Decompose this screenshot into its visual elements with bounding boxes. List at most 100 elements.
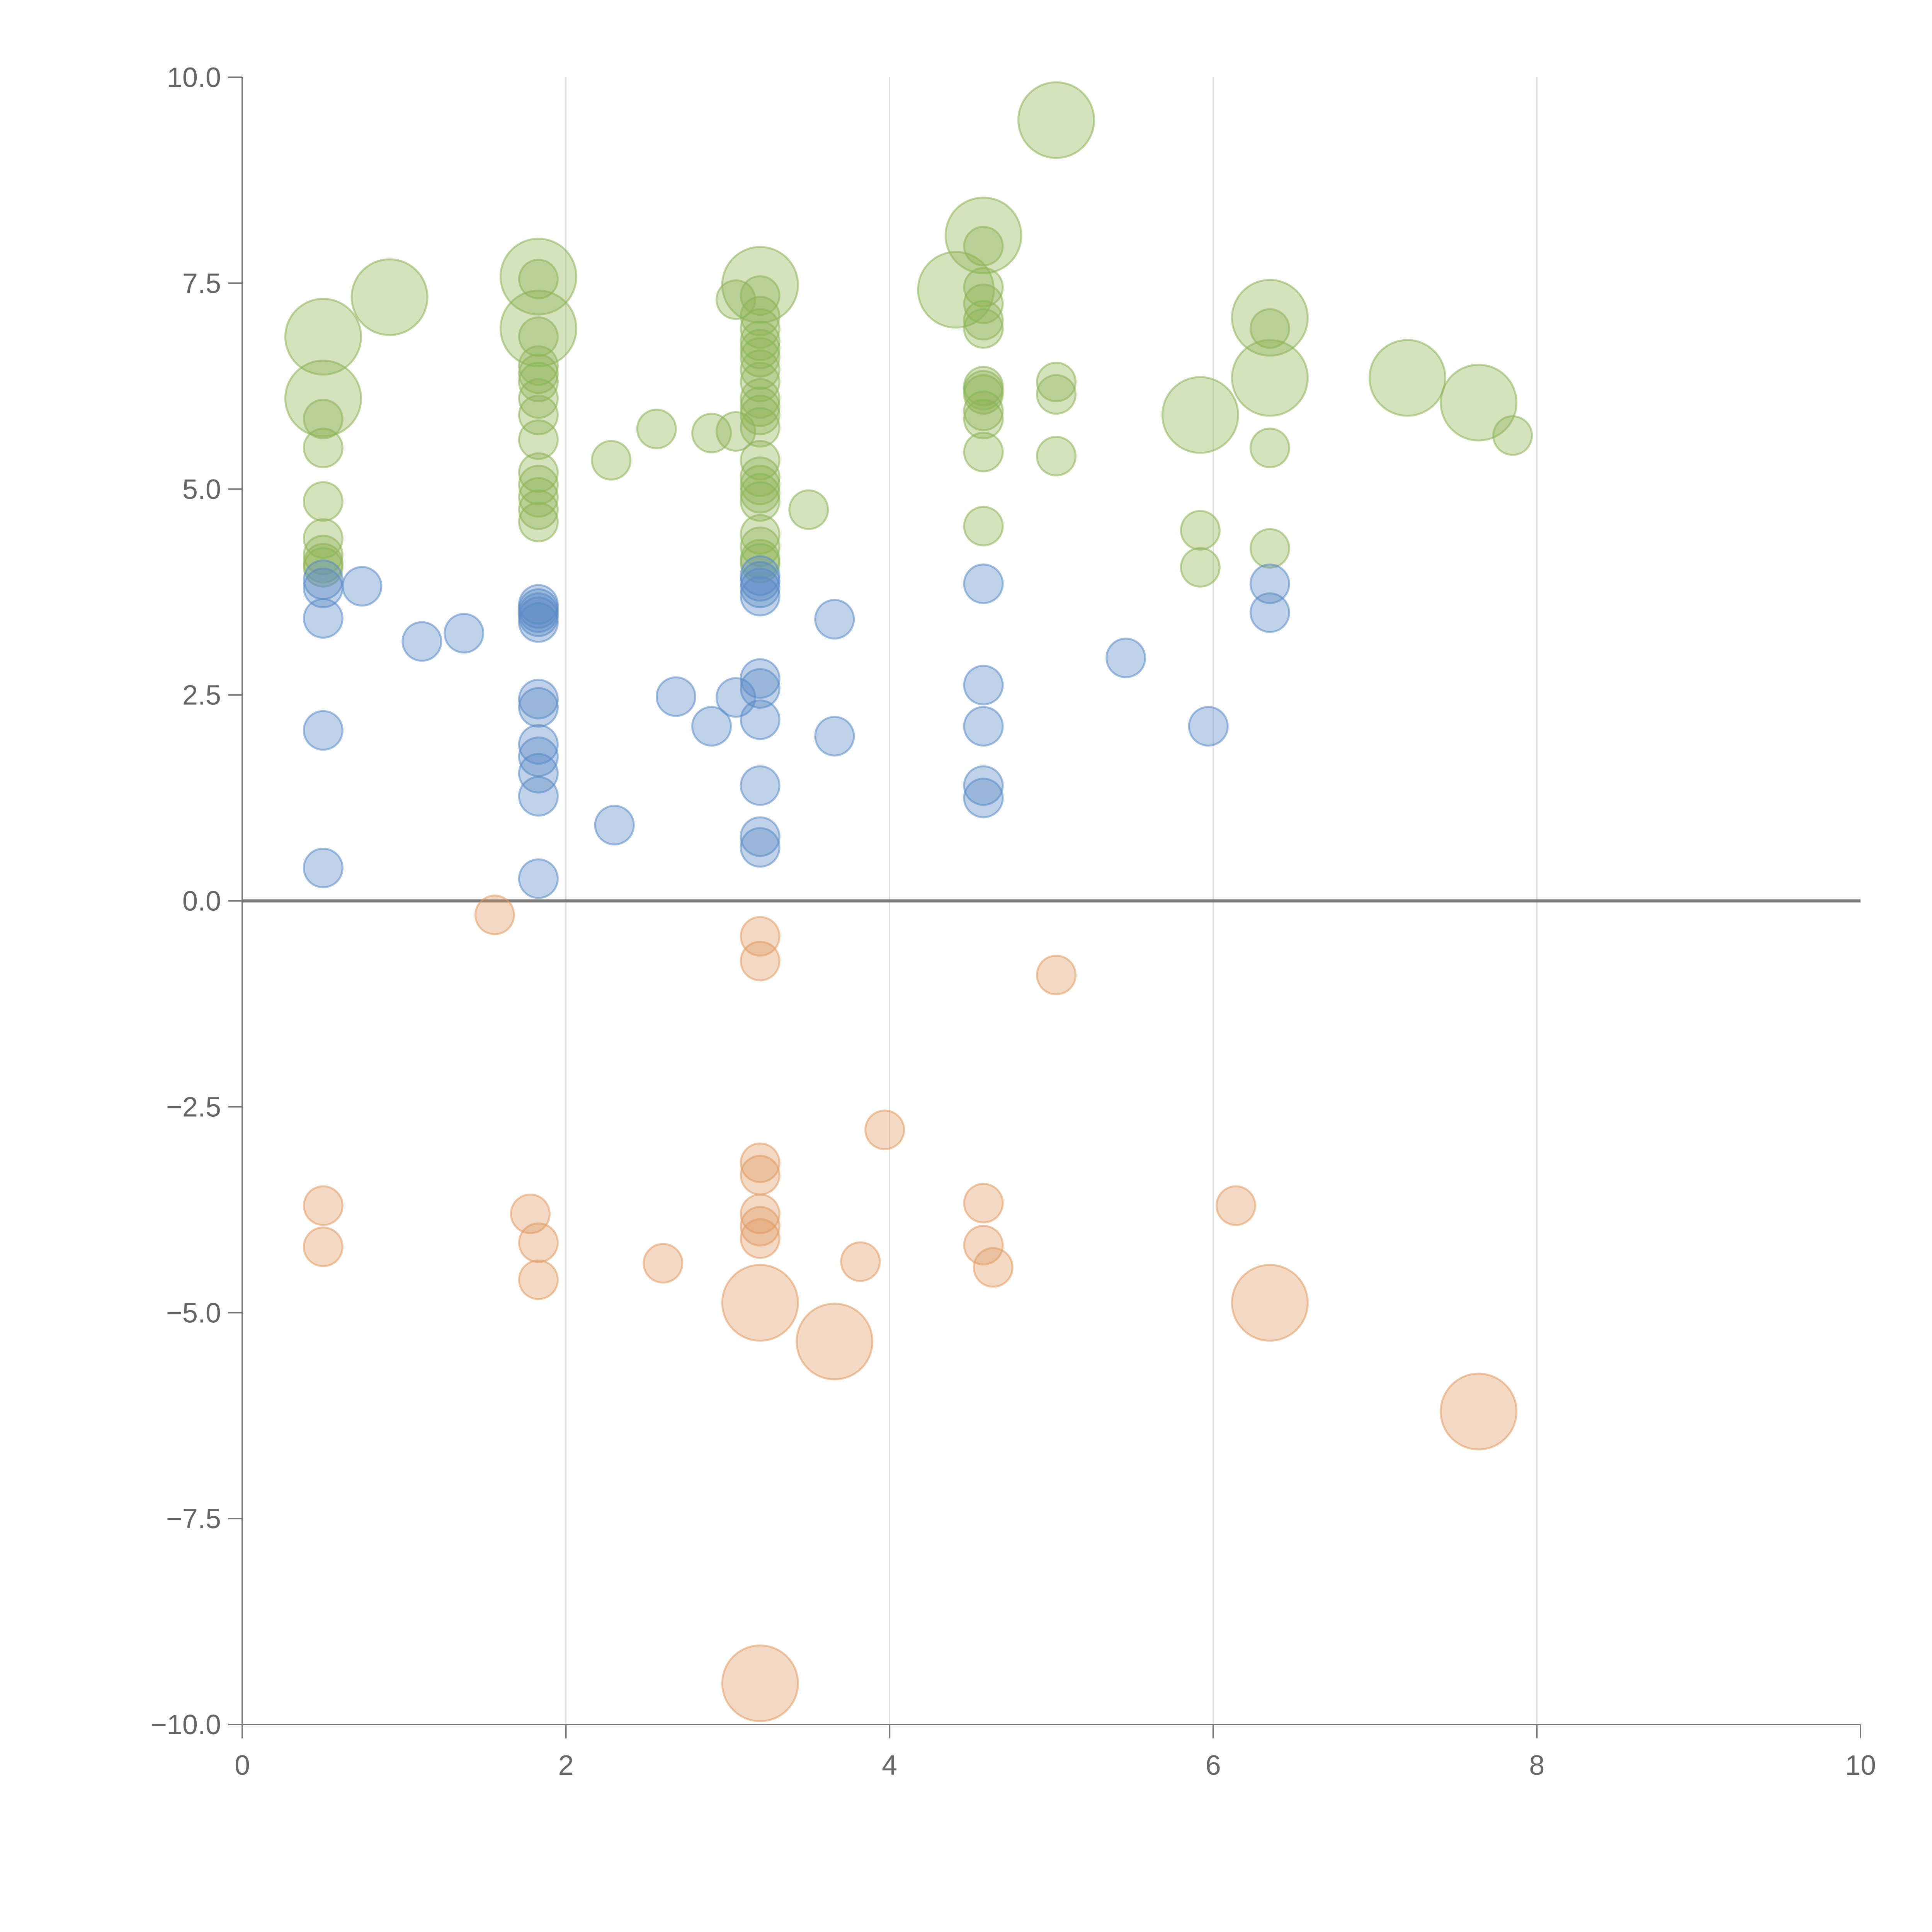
bubble-point-orange[interactable] — [740, 1206, 781, 1247]
bubble-point-blue[interactable] — [518, 687, 559, 728]
bubble-point-green[interactable] — [740, 308, 781, 349]
bubble-point-blue[interactable] — [1249, 592, 1290, 633]
bubble-point-blue[interactable] — [342, 566, 383, 607]
bubble-point-green[interactable] — [740, 395, 781, 435]
bubble-point-green[interactable] — [740, 378, 781, 419]
bubble-point-green[interactable] — [1161, 376, 1239, 454]
bubble-point-green[interactable] — [1036, 374, 1077, 415]
bubble-point-blue[interactable] — [740, 568, 781, 609]
bubble-point-green[interactable] — [1440, 364, 1518, 442]
bubble-point-green[interactable] — [963, 374, 1004, 415]
bubble-point-blue[interactable] — [303, 847, 344, 888]
bubble-point-green[interactable] — [518, 502, 559, 543]
bubble-point-blue[interactable] — [691, 706, 732, 747]
bubble-point-blue[interactable] — [518, 753, 559, 794]
bubble-point-green[interactable] — [518, 353, 559, 394]
bubble-point-green[interactable] — [1249, 528, 1290, 569]
bubble-point-blue[interactable] — [401, 621, 442, 662]
bubble-point-green[interactable] — [740, 362, 781, 403]
bubble-point-orange[interactable] — [303, 1185, 344, 1226]
bubble-point-blue[interactable] — [814, 599, 855, 640]
bubble-point-orange[interactable] — [721, 1264, 799, 1342]
bubble-point-blue[interactable] — [963, 563, 1004, 604]
bubble-point-green[interactable] — [1036, 435, 1077, 476]
bubble-point-green[interactable] — [740, 337, 781, 378]
bubble-point-orange[interactable] — [796, 1303, 874, 1381]
bubble-point-blue[interactable] — [444, 613, 485, 654]
bubble-point-green[interactable] — [963, 267, 1004, 308]
bubble-point-green[interactable] — [1180, 510, 1221, 551]
bubble-point-orange[interactable] — [1440, 1372, 1518, 1451]
bubble-point-green[interactable] — [518, 489, 559, 530]
bubble-point-orange[interactable] — [740, 940, 781, 981]
bubble-point-green[interactable] — [518, 259, 559, 299]
bubble-point-green[interactable] — [303, 399, 344, 440]
bubble-point-green[interactable] — [591, 440, 632, 481]
bubble-point-blue[interactable] — [1249, 563, 1290, 604]
bubble-point-green[interactable] — [636, 408, 677, 449]
bubble-point-orange[interactable] — [1036, 954, 1077, 995]
bubble-point-green[interactable] — [1249, 308, 1290, 349]
bubble-point-orange[interactable] — [643, 1243, 684, 1284]
bubble-point-green[interactable] — [1231, 339, 1309, 417]
bubble-point-orange[interactable] — [740, 1218, 781, 1259]
bubble-point-blue[interactable] — [518, 724, 559, 765]
bubble-point-green[interactable] — [963, 506, 1004, 547]
bubble-point-green[interactable] — [721, 246, 799, 324]
bubble-point-green[interactable] — [1180, 547, 1221, 588]
bubble-point-orange[interactable] — [840, 1241, 881, 1282]
bubble-point-orange[interactable] — [740, 1142, 781, 1183]
bubble-point-green[interactable] — [963, 399, 1004, 440]
bubble-point-blue[interactable] — [963, 665, 1004, 706]
bubble-point-blue[interactable] — [740, 699, 781, 740]
bubble-point-green[interactable] — [740, 386, 781, 427]
bubble-point-orange[interactable] — [474, 895, 515, 935]
bubble-point-green[interactable] — [1492, 415, 1533, 456]
bubble-point-blue[interactable] — [814, 716, 855, 757]
bubble-point-blue[interactable] — [963, 765, 1004, 806]
bubble-point-blue[interactable] — [740, 658, 781, 699]
bubble-point-green[interactable] — [740, 349, 781, 390]
bubble-point-green[interactable] — [740, 464, 781, 505]
bubble-point-green[interactable] — [303, 518, 344, 559]
bubble-point-blue[interactable] — [740, 668, 781, 709]
bubble-point-green[interactable] — [740, 275, 781, 316]
bubble-point-green[interactable] — [499, 289, 577, 367]
bubble-point-green[interactable] — [1368, 339, 1446, 417]
bubble-point-blue[interactable] — [303, 710, 344, 751]
bubble-point-green[interactable] — [963, 283, 1004, 324]
bubble-point-blue[interactable] — [655, 676, 696, 717]
bubble-point-blue[interactable] — [1105, 638, 1146, 679]
bubble-point-blue[interactable] — [740, 827, 781, 868]
bubble-point-orange[interactable] — [518, 1259, 559, 1300]
bubble-point-green[interactable] — [740, 440, 781, 481]
bubble-point-green[interactable] — [518, 452, 559, 493]
bubble-point-green[interactable] — [740, 526, 781, 567]
bubble-point-green[interactable] — [518, 477, 559, 518]
bubble-point-green[interactable] — [740, 296, 781, 337]
bubble-point-blue[interactable] — [518, 776, 559, 817]
bubble-point-orange[interactable] — [721, 1644, 799, 1722]
bubble-point-green[interactable] — [963, 432, 1004, 473]
bubble-point-orange[interactable] — [963, 1183, 1004, 1224]
bubble-point-green[interactable] — [303, 547, 344, 588]
bubble-point-blue[interactable] — [963, 706, 1004, 747]
bubble-point-blue[interactable] — [303, 598, 344, 639]
bubble-point-green[interactable] — [518, 316, 559, 357]
bubble-point-green[interactable] — [740, 328, 781, 369]
bubble-point-green[interactable] — [303, 534, 344, 575]
bubble-point-green[interactable] — [740, 407, 781, 448]
bubble-point-green[interactable] — [518, 419, 559, 460]
bubble-point-blue[interactable] — [594, 804, 635, 845]
bubble-point-blue[interactable] — [963, 777, 1004, 818]
bubble-point-green[interactable] — [518, 464, 559, 505]
bubble-point-green[interactable] — [518, 378, 559, 419]
bubble-point-orange[interactable] — [518, 1222, 559, 1263]
bubble-point-orange[interactable] — [740, 1193, 781, 1234]
bubble-point-green[interactable] — [963, 308, 1004, 349]
bubble-point-green[interactable] — [518, 395, 559, 435]
bubble-point-orange[interactable] — [1215, 1185, 1256, 1226]
bubble-point-blue[interactable] — [740, 816, 781, 857]
bubble-point-green[interactable] — [1249, 427, 1290, 468]
bubble-point-green[interactable] — [303, 481, 344, 522]
